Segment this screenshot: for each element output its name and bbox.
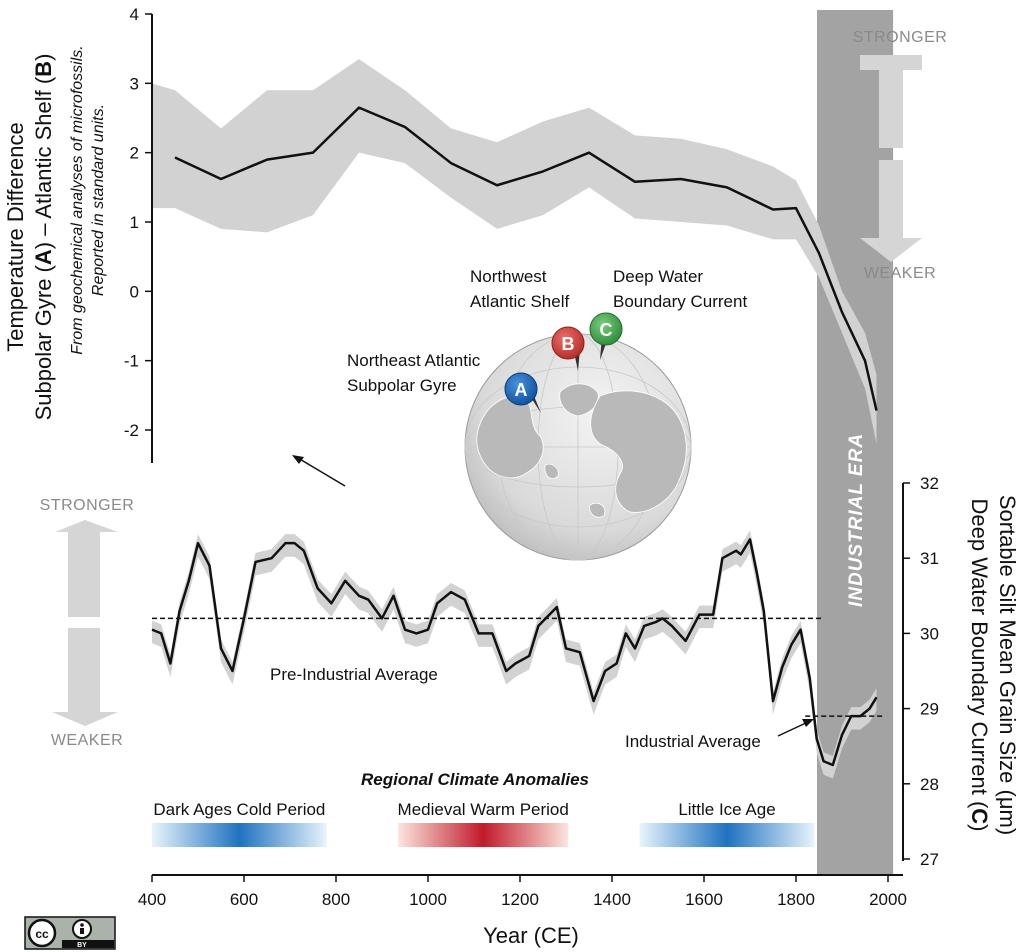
- pre-industrial-annotation: Pre-Industrial Average: [270, 455, 438, 684]
- bottom-uncertainty-band: [152, 530, 877, 779]
- top-ylabel-sub1: From geochemical analyses of microfossil…: [69, 45, 86, 354]
- pin-A-head: [504, 372, 538, 406]
- anomalies-bars: Dark Ages Cold Period Medieval Warm Perio…: [152, 800, 815, 847]
- x-tick-label: 1200: [501, 890, 539, 909]
- location-B-label-line2: Atlantic Shelf: [470, 292, 569, 311]
- license-badge-by-strip: [62, 940, 114, 948]
- bottom-stronger-arrow: [55, 520, 118, 617]
- top-y-tick-label: -1: [124, 352, 139, 371]
- anomaly-bar: [639, 823, 815, 847]
- top-ylabel-line2: Subpolar Gyre (A) – Atlantic Shelf (B): [31, 54, 56, 421]
- location-C-label-line2: Boundary Current: [613, 292, 747, 311]
- bottom-y-tick-label: 30: [920, 624, 939, 643]
- pre-industrial-label: Pre-Industrial Average: [270, 665, 438, 684]
- top-stronger-arrow: [860, 55, 922, 148]
- top-series: [152, 59, 878, 444]
- bottom-weaker-arrow: [52, 628, 118, 726]
- cc-icon-text: cc: [35, 927, 49, 941]
- top-y-tick-label: 1: [130, 213, 139, 232]
- anomaly-label: Dark Ages Cold Period: [153, 800, 325, 819]
- top-series-line: [174, 106, 878, 411]
- bottom-y-tick-label: 28: [920, 775, 939, 794]
- pin-A: A: [504, 372, 541, 413]
- bottom-series-line: [151, 538, 878, 767]
- x-tick-label: 2000: [869, 890, 907, 909]
- bottom-ylabel-line2: Deep Water Boundary Current (C): [967, 499, 992, 832]
- top-y-tick-label: 0: [130, 282, 139, 301]
- pre-industrial-arrowhead: [292, 455, 304, 464]
- anomalies-title: Regional Climate Anomalies: [361, 770, 589, 789]
- pre-industrial-arrow: [297, 457, 346, 487]
- bottom-strength-arrows: STRONGER WEAKER: [40, 497, 135, 749]
- pin-A-letter: A: [515, 380, 528, 400]
- industrial-arrow: [777, 721, 809, 737]
- globe-landmass-islands: [544, 463, 606, 518]
- bottom-ylabel-line1: Sortable Silt Mean Grain Size (μm): [995, 495, 1020, 835]
- pin-B-letter: B: [562, 334, 575, 354]
- top-strength-arrows: STRONGER WEAKER: [853, 29, 948, 282]
- pin-C-head: [589, 312, 623, 346]
- top-stronger-label: STRONGER: [853, 29, 948, 46]
- industrial-era-band: [817, 10, 894, 875]
- x-tick-label: 800: [322, 890, 350, 909]
- x-tick-label: 1400: [593, 890, 631, 909]
- top-ylabel-line1: Temperature Difference: [3, 122, 28, 352]
- pin-B: B: [551, 326, 585, 371]
- top-weaker-arrow: [860, 160, 922, 262]
- bottom-y-axis: 32 31 30 29 28 27: [902, 474, 939, 869]
- industrial-arrowhead: [802, 719, 814, 727]
- top-ylabel-sub2: Reported in standard units.: [90, 104, 107, 296]
- license-badge: cc BY: [24, 916, 116, 950]
- x-tick-label: 1000: [409, 890, 447, 909]
- location-A-label-line2: Subpolar Gyre: [347, 376, 457, 395]
- pin-B-head: [551, 326, 585, 360]
- location-C-label-line1: Deep Water: [613, 267, 703, 286]
- bottom-stronger-label: STRONGER: [40, 497, 135, 514]
- attribution-icon-head: [80, 923, 84, 927]
- pin-C-letter: C: [600, 320, 613, 340]
- attribution-icon-body: [80, 928, 84, 934]
- bottom-y-tick-label: 27: [920, 850, 939, 869]
- x-axis-label: Year (CE): [483, 923, 579, 948]
- license-by-text: BY: [77, 942, 87, 949]
- location-A-label-line1: Northeast Atlantic: [347, 351, 481, 370]
- bottom-y-tick-label: 29: [920, 700, 939, 719]
- anomaly-bar: [152, 823, 327, 847]
- x-tick-label: 400: [138, 890, 166, 909]
- top-y-axis: 4 3 2 1 0 -1 -2: [124, 5, 153, 463]
- top-y-tick-label: -2: [124, 421, 139, 440]
- industrial-annotation: Industrial Average: [625, 719, 814, 751]
- x-axis: 400 600 800 1000 1200 1400 1600 1800 2000: [138, 874, 907, 909]
- anomaly-label: Little Ice Age: [678, 800, 775, 819]
- bottom-y-tick-label: 32: [920, 474, 939, 493]
- anomaly-bar: [398, 823, 569, 847]
- top-y-tick-label: 4: [130, 5, 139, 24]
- location-B-label-line1: Northwest: [470, 267, 547, 286]
- top-weaker-label: WEAKER: [864, 265, 936, 282]
- x-tick-label: 1800: [777, 890, 815, 909]
- globe-landmass-eurasia: [590, 390, 687, 513]
- cc-icon: [27, 918, 57, 948]
- anomaly-label: Medieval Warm Period: [398, 800, 569, 819]
- top-y-tick-label: 3: [130, 74, 139, 93]
- globe-landmass-greenland: [559, 383, 599, 417]
- bottom-weaker-label: WEAKER: [51, 732, 123, 749]
- pin-C: C: [589, 312, 623, 360]
- bottom-series: [151, 530, 878, 779]
- top-uncertainty-band: [152, 59, 877, 444]
- x-tick-label: 1600: [685, 890, 723, 909]
- globe: [464, 333, 692, 561]
- industrial-era-label: INDUSTRIAL ERA: [846, 433, 867, 607]
- industrial-label: Industrial Average: [625, 732, 761, 751]
- bottom-y-tick-label: 31: [920, 549, 939, 568]
- top-y-tick-label: 2: [130, 144, 139, 163]
- x-tick-label: 600: [230, 890, 258, 909]
